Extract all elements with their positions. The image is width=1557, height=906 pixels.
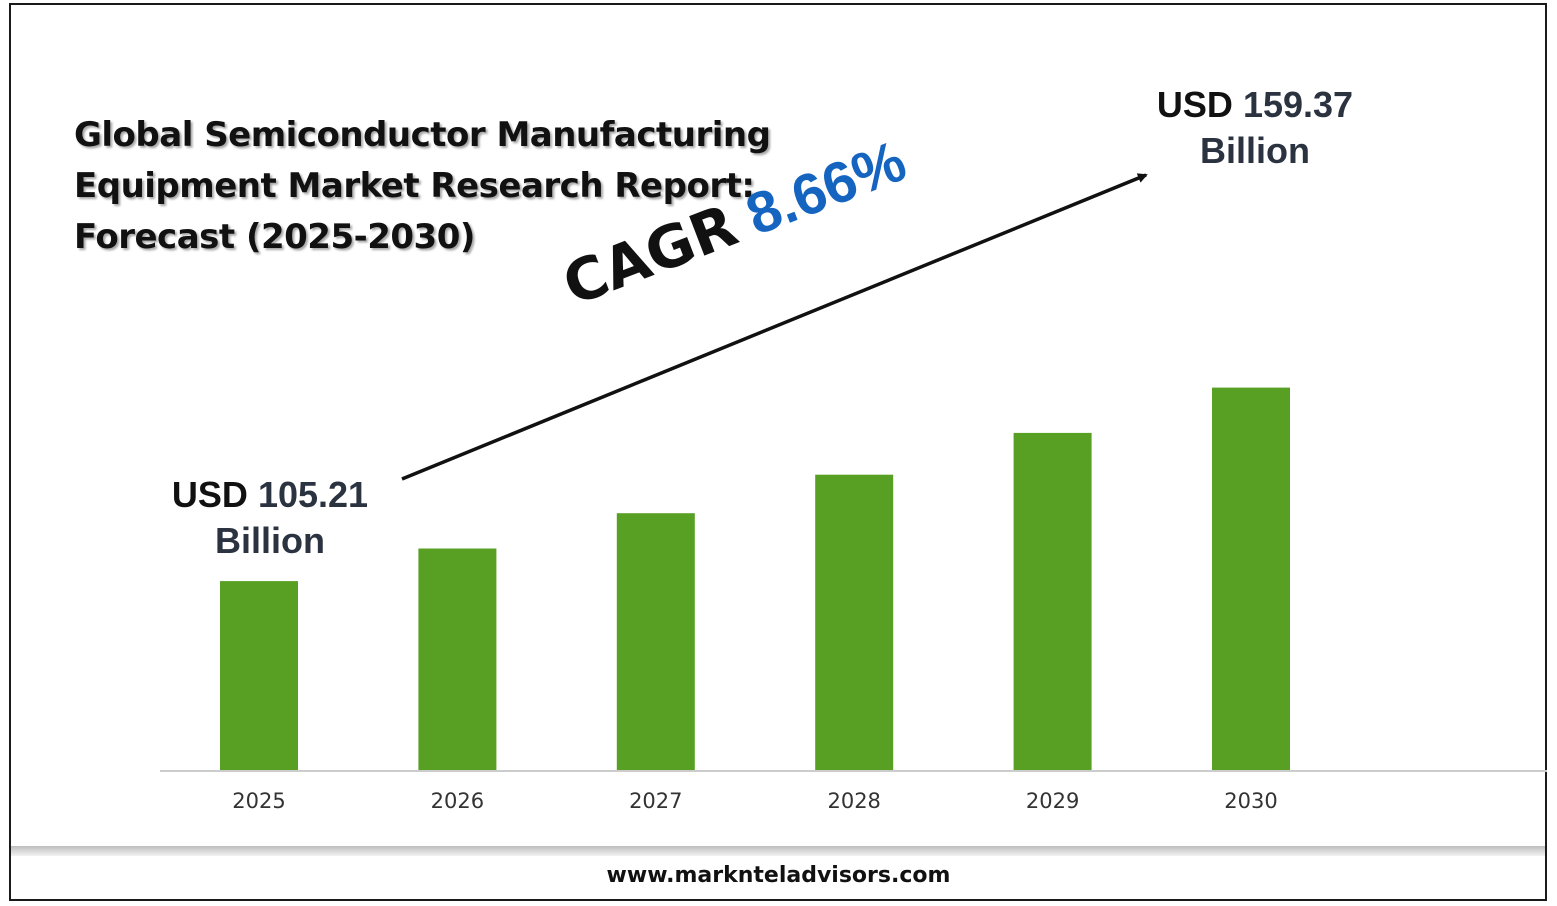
bar-2027	[616, 513, 695, 770]
x-tick-2030: 2030	[1224, 789, 1277, 813]
title-line-3: Forecast (2025-2030)	[74, 217, 475, 257]
start-value-unit: Billion	[215, 520, 325, 561]
title-line-1: Global Semiconductor Manufacturing	[74, 115, 771, 155]
end-value-number: 159.37	[1242, 84, 1354, 125]
title-line-2: Equipment Market Research Report:	[74, 166, 755, 206]
x-tick-2026: 2026	[431, 789, 484, 813]
footer-website: www.marknteladvisors.com	[606, 863, 951, 888]
x-tick-2027: 2027	[629, 789, 682, 813]
start-value-prefix: USD	[171, 474, 248, 515]
end-value-prefix: USD	[1156, 84, 1233, 125]
x-tick-2029: 2029	[1026, 789, 1079, 813]
x-tick-2028: 2028	[827, 789, 880, 813]
end-value-callout: USD 159.37 Billion	[1140, 82, 1370, 174]
start-value-number: 105.21	[257, 474, 369, 515]
bar-2025	[220, 581, 298, 770]
bar-2030	[1212, 387, 1290, 770]
growth-arrow	[401, 173, 1148, 481]
end-value-unit: Billion	[1200, 130, 1310, 171]
bar-2028	[815, 474, 894, 770]
bar-2029	[1013, 432, 1092, 770]
start-value-callout: USD 105.21 Billion	[160, 472, 380, 564]
x-tick-2025: 2025	[232, 789, 285, 813]
chart-title: Global Semiconductor Manufacturing Equip…	[74, 110, 834, 263]
footer-divider	[11, 846, 1545, 856]
bar-2026	[418, 548, 497, 770]
